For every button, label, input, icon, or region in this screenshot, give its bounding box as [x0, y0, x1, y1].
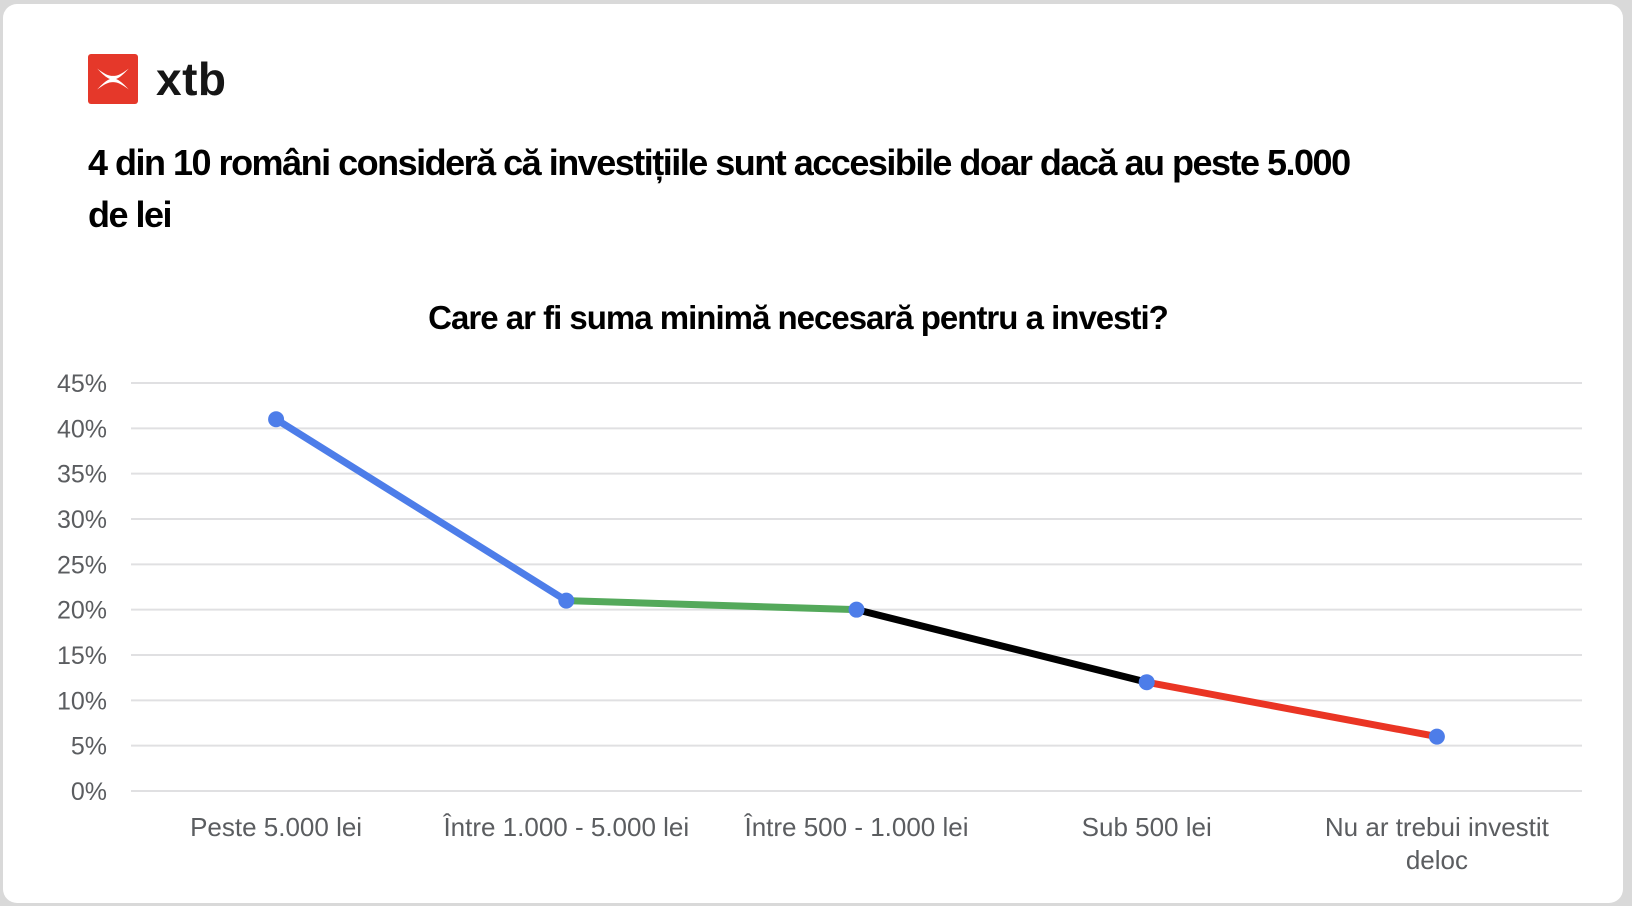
y-tick-label: 5% — [71, 733, 107, 761]
y-tick-label: 0% — [71, 778, 107, 806]
line-segment — [272, 415, 570, 605]
y-tick-label: 20% — [57, 597, 107, 625]
data-point — [1428, 728, 1445, 745]
y-tick-label: 15% — [57, 642, 107, 670]
data-point — [848, 601, 865, 618]
x-category-label: Sub 500 lei — [1082, 812, 1212, 842]
brand-header: xtb — [88, 54, 227, 104]
x-category-label: Nu ar trebui investit deloc — [1325, 812, 1550, 875]
y-tick-label: 30% — [57, 506, 107, 534]
line-segment — [562, 597, 860, 614]
y-tick-label: 40% — [57, 415, 107, 443]
y-tick-label: 10% — [57, 687, 107, 715]
line-segment — [853, 606, 1151, 686]
xtb-logo-icon — [88, 54, 138, 104]
brand-wordmark: xtb — [156, 53, 227, 105]
data-point — [558, 592, 575, 609]
y-tick-label: 45% — [57, 370, 107, 398]
y-tick-label: 25% — [57, 551, 107, 579]
xtb-x-glyph — [97, 68, 129, 90]
data-point — [1138, 674, 1155, 691]
infographic-card: xtb 4 din 10 români consideră că investi… — [3, 4, 1623, 903]
chart-title: Care ar fi suma minimă necesară pentru a… — [428, 299, 1169, 336]
x-category-label: Între 1.000 - 5.000 lei — [442, 812, 689, 842]
x-category-label: Peste 5.000 lei — [190, 812, 362, 842]
y-tick-label: 35% — [57, 461, 107, 489]
headline-text: 4 din 10 români consideră că investițiil… — [88, 142, 1351, 235]
data-point — [268, 411, 285, 428]
line-segment — [1143, 678, 1441, 741]
x-category-label: Între 500 - 1.000 lei — [743, 812, 968, 842]
